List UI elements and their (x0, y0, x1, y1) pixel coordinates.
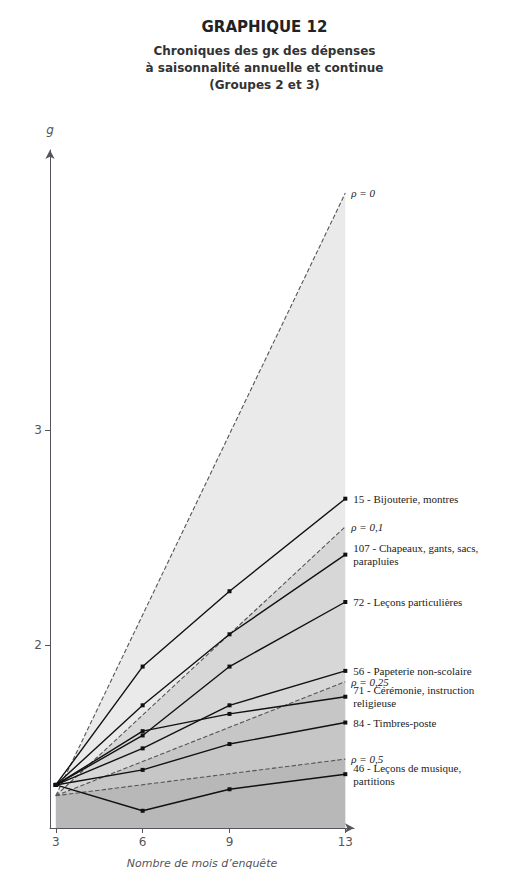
svg-text:84 - Timbres-poste: 84 - Timbres-poste (353, 717, 436, 729)
svg-text:56 - Papeterie non-scolaire: 56 - Papeterie non-scolaire (353, 665, 471, 677)
svg-text:g: g (46, 123, 54, 137)
svg-text:partitions: partitions (353, 775, 395, 787)
svg-text:Nombre de mois d’enquête: Nombre de mois d’enquête (127, 857, 278, 870)
svg-text:9: 9 (226, 835, 234, 849)
svg-text:72 - Leçons particulières: 72 - Leçons particulières (353, 596, 462, 608)
svg-text:ρ = 0: ρ = 0 (350, 187, 375, 199)
svg-text:parapluies: parapluies (353, 555, 398, 567)
svg-text:71 - Cérémonie, instruction: 71 - Cérémonie, instruction (353, 684, 474, 696)
svg-text:2: 2 (34, 638, 42, 652)
svg-text:GRAPHIQUE 12: GRAPHIQUE 12 (202, 18, 328, 36)
svg-text:13: 13 (338, 835, 353, 849)
svg-text:Chroniques des gᴋ des dépenses: Chroniques des gᴋ des dépenses (153, 44, 375, 58)
svg-text:46 - Leçons de musique,: 46 - Leçons de musique, (353, 762, 461, 774)
svg-text:religieuse: religieuse (353, 697, 396, 709)
svg-text:ρ = 0,1: ρ = 0,1 (350, 521, 383, 533)
svg-text:ρ = 0,25: ρ = 0,25 (351, 675, 389, 688)
svg-text:ρ = 0,5: ρ = 0,5 (351, 753, 384, 766)
svg-text:3: 3 (34, 423, 42, 437)
svg-text:107 - Chapeaux, gants, sacs,: 107 - Chapeaux, gants, sacs, (353, 542, 478, 554)
svg-text:à saisonnalité annuelle et con: à saisonnalité annuelle et continue (146, 61, 384, 75)
svg-text:(Groupes 2 et 3): (Groupes 2 et 3) (209, 78, 320, 92)
svg-text:3: 3 (52, 835, 60, 849)
svg-text:6: 6 (139, 835, 147, 849)
svg-text:15 - Bijouterie, montres: 15 - Bijouterie, montres (353, 493, 458, 505)
